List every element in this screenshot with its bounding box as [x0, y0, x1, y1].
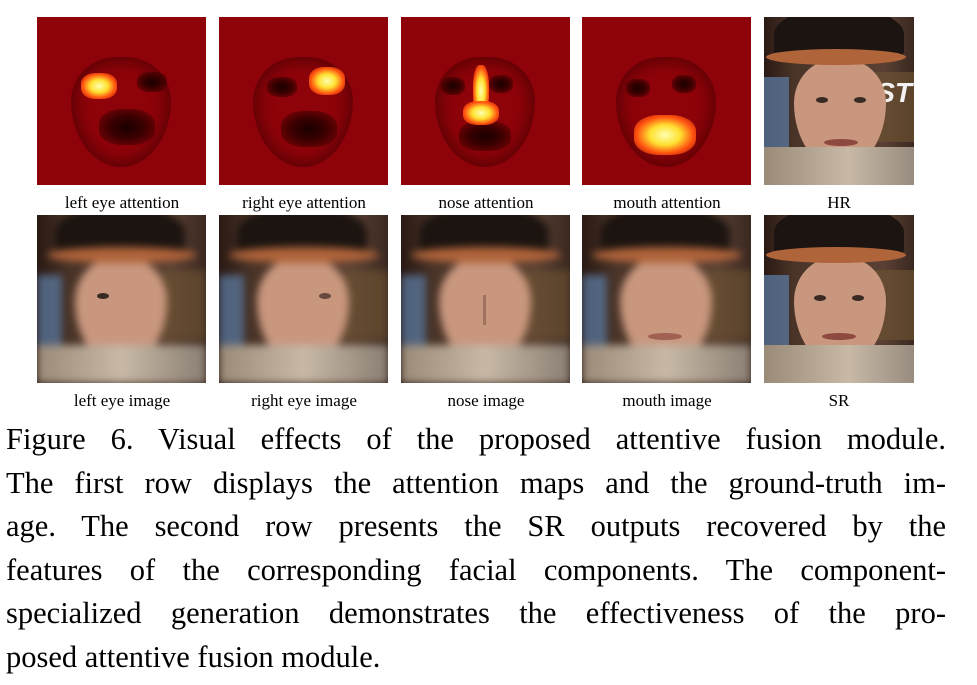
panel-mouth-attention: mouth attention — [582, 17, 751, 212]
right-eye-attention-heatmap — [219, 17, 388, 185]
panel-left-eye-image: left eye image — [37, 215, 206, 410]
caption-line-1: Figure 6. Visual effects of the proposed… — [6, 422, 946, 456]
caption-nose-image: nose image — [447, 391, 525, 410]
hr-image: EST — [764, 17, 914, 185]
caption-sr: SR — [828, 391, 850, 410]
nose-attention-heatmap — [401, 17, 570, 185]
sr-image — [764, 215, 914, 383]
panel-nose-image: nose image — [401, 215, 570, 410]
left-eye-attention-heatmap — [37, 17, 206, 185]
caption-line-5: specialized generation demonstrates the … — [6, 596, 946, 630]
panel-right-eye-image: right eye image — [219, 215, 388, 410]
caption-line-3: age. The second row presents the SR outp… — [6, 509, 946, 543]
mouth-attention-heatmap — [582, 17, 751, 185]
caption-right-eye-image: right eye image — [251, 391, 357, 410]
right-eye-sr-image — [219, 215, 388, 383]
nose-sr-image — [401, 215, 570, 383]
caption-line-6: posed attentive fusion module. — [6, 639, 381, 674]
panel-hr: EST HR — [764, 17, 914, 212]
caption-left-eye-attention: left eye attention — [64, 193, 180, 212]
caption-hr: HR — [827, 193, 851, 212]
figure-6: left eye attention right eye attention n… — [37, 17, 914, 410]
left-eye-sr-image — [37, 215, 206, 383]
caption-left-eye-image: left eye image — [73, 391, 171, 410]
panel-right-eye-attention: right eye attention — [219, 17, 388, 212]
panel-sr: SR — [764, 215, 914, 410]
panel-nose-attention: nose attention — [401, 17, 570, 212]
caption-right-eye-attention: right eye attention — [242, 193, 366, 212]
caption-line-2: The first row displays the attention map… — [6, 465, 946, 500]
caption-mouth-image: mouth image — [622, 391, 712, 410]
figure-caption: Figure 6. Visual effects of the proposed… — [6, 418, 946, 679]
caption-line-4: features of the corresponding facial com… — [6, 552, 946, 587]
caption-nose-attention: nose attention — [438, 193, 534, 212]
caption-mouth-attention: mouth attention — [613, 193, 721, 212]
panel-mouth-image: mouth image — [582, 215, 751, 410]
panel-left-eye-attention: left eye attention — [37, 17, 206, 212]
mouth-sr-image — [582, 215, 751, 383]
